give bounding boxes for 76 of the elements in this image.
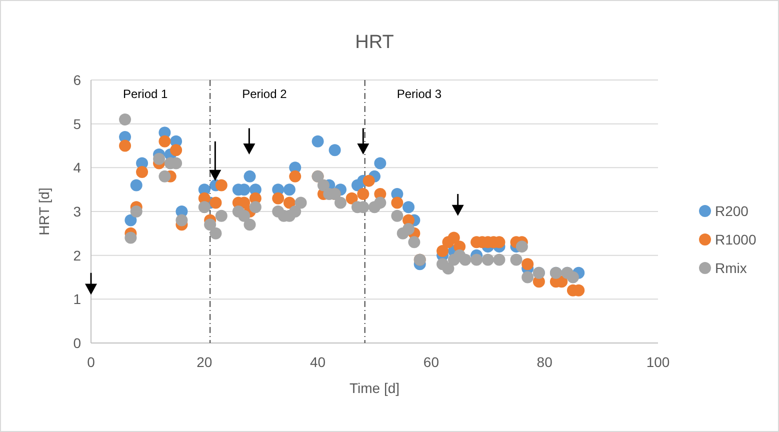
point xyxy=(283,196,296,209)
x-axis-title: Time [d] xyxy=(349,380,400,396)
point xyxy=(522,271,534,284)
point xyxy=(374,196,386,209)
x-tick-label: 60 xyxy=(423,354,440,370)
point xyxy=(470,254,483,266)
point xyxy=(272,192,284,204)
y-tick-label: 6 xyxy=(73,72,82,88)
point xyxy=(215,210,228,222)
point xyxy=(436,244,449,257)
point xyxy=(249,201,262,214)
point xyxy=(136,166,148,178)
chart-title: HRT xyxy=(355,32,394,53)
point xyxy=(493,254,506,266)
y-tick-label: 2 xyxy=(73,247,82,264)
point xyxy=(402,201,415,214)
point xyxy=(566,271,579,284)
point xyxy=(158,135,171,148)
y-tick-label: 1 xyxy=(73,291,82,308)
point xyxy=(459,254,472,266)
point xyxy=(442,262,454,274)
point xyxy=(328,144,341,156)
point xyxy=(158,170,171,182)
point xyxy=(130,179,142,192)
y-tick-label: 4 xyxy=(73,160,82,176)
point xyxy=(176,214,188,226)
point xyxy=(448,232,460,244)
point xyxy=(522,258,534,270)
annotation: Period 3 xyxy=(396,87,442,101)
legend-label: R1000 xyxy=(715,232,756,248)
point xyxy=(391,196,404,209)
point xyxy=(153,152,166,165)
point xyxy=(312,135,324,148)
x-tick-label: 40 xyxy=(310,354,326,370)
legend-label: R200 xyxy=(715,203,749,219)
point xyxy=(374,157,386,170)
point xyxy=(238,210,250,222)
point xyxy=(210,196,222,209)
point xyxy=(204,218,216,231)
point xyxy=(119,113,132,126)
x-tick-label: 100 xyxy=(646,354,670,370)
point xyxy=(391,210,404,222)
y-tick-label: 0 xyxy=(73,335,82,351)
point xyxy=(244,170,256,182)
point xyxy=(346,192,358,204)
point xyxy=(357,188,370,200)
point xyxy=(510,254,522,266)
y-tick-label: 5 xyxy=(73,116,82,132)
point xyxy=(170,144,182,156)
point xyxy=(283,184,296,196)
point xyxy=(289,170,302,182)
legend-label: Rmix xyxy=(715,260,747,276)
point xyxy=(119,140,132,152)
point xyxy=(244,218,256,231)
point xyxy=(289,206,302,218)
point xyxy=(130,206,142,218)
point xyxy=(317,179,330,192)
point xyxy=(516,240,528,253)
point xyxy=(482,254,494,266)
y-axis-title: HRT [d] xyxy=(36,188,52,236)
point xyxy=(408,236,420,248)
point xyxy=(124,214,137,226)
point xyxy=(210,227,222,240)
point xyxy=(334,196,346,209)
point xyxy=(215,179,228,192)
x-tick-label: 20 xyxy=(196,354,212,370)
x-tick-label: 0 xyxy=(87,354,96,370)
y-tick-label: 3 xyxy=(73,204,82,220)
x-tick-label: 80 xyxy=(536,354,553,370)
point xyxy=(294,196,307,209)
point xyxy=(362,174,375,187)
annotation: Period 1 xyxy=(123,87,168,101)
annotation: Period 2 xyxy=(242,87,288,101)
point xyxy=(124,232,137,244)
point xyxy=(402,223,415,236)
point xyxy=(198,201,210,214)
